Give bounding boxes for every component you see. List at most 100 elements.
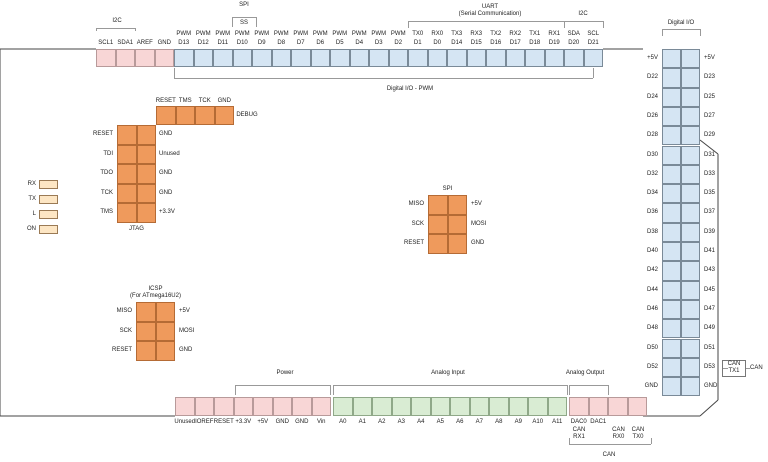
right-right-pin-d51 xyxy=(681,338,700,358)
i2c-left-bracket xyxy=(96,28,135,29)
top-pin-label-d6: D6 xyxy=(316,40,325,46)
right-right-label-15: D51 xyxy=(704,344,716,351)
led-l xyxy=(39,210,58,219)
right-left-label-9: D38 xyxy=(646,228,658,235)
i2c-right-bracket-r xyxy=(603,21,604,28)
right-right-label-5: D31 xyxy=(704,151,716,158)
analog-pin-label-a7: A7 xyxy=(475,419,483,425)
jtag-right-label-2: GND xyxy=(159,170,173,176)
bottom-can-box-1-line1: CAN xyxy=(612,427,625,433)
right-left-pin-d50 xyxy=(662,338,681,358)
analog-pin-label-a4: A4 xyxy=(417,419,425,425)
top-pin-func-10: PWM xyxy=(293,31,309,37)
pwm-caption: Digital I/O - PWM xyxy=(386,86,434,92)
icsp-subtitle: (For ATmega16U2) xyxy=(130,293,181,299)
top-pin-d1 xyxy=(408,49,428,67)
right-right-pin-d41 xyxy=(681,242,700,262)
jtag-right-pin-4 xyxy=(136,203,156,223)
i2c-left-bracket-r xyxy=(135,28,136,31)
bottom-can-bracket xyxy=(569,444,651,445)
top-pin-label-gnd: GND xyxy=(157,40,171,46)
analog-pin-a4 xyxy=(411,397,431,416)
icsp-right-label-0: +5V xyxy=(179,308,190,314)
top-pin-func-21: RX2 xyxy=(509,31,522,37)
right-right-label-14: D49 xyxy=(704,325,716,332)
right-can-box: CAN TX1 xyxy=(722,359,746,377)
analog-pin-label-a5: A5 xyxy=(436,419,444,425)
top-pin-func-12: PWM xyxy=(332,31,348,37)
jtag-right-pin-2 xyxy=(136,164,156,184)
right-right-pin-d45 xyxy=(681,280,700,300)
analog-pin-a6 xyxy=(450,397,470,416)
spi-left-pin-1 xyxy=(428,214,448,234)
top-pin-d0 xyxy=(427,49,447,67)
right-header-bracket xyxy=(662,29,700,30)
top-pin-d12 xyxy=(193,49,213,67)
right-left-pin-d46 xyxy=(662,299,681,320)
right-right-label-17: GND xyxy=(704,383,718,390)
analog-pin-label-a2: A2 xyxy=(378,419,386,425)
right-right-label-2: D25 xyxy=(704,93,716,100)
top-pin-func-22: TX1 xyxy=(529,31,541,37)
spi-ss-label: SS xyxy=(239,20,248,26)
right-left-label-10: D40 xyxy=(646,248,658,254)
jtag-left-pin-4 xyxy=(117,203,137,223)
analog-pin-label-a1: A1 xyxy=(358,419,366,425)
out-pin-label-dac0: DAC0 xyxy=(570,419,587,425)
right-header-title: Digital I/O xyxy=(667,20,695,26)
right-right-label-9: D39 xyxy=(704,228,716,235)
out-pin-3 xyxy=(627,397,647,416)
icsp-left-pin-0 xyxy=(136,302,156,322)
top-pin-func-18: TX3 xyxy=(451,31,463,37)
i2c-top-left-label: I2C xyxy=(112,18,122,24)
power-pin-4 xyxy=(253,397,273,416)
top-pin-func-15: PWM xyxy=(390,31,406,37)
right-right-label-16: D53 xyxy=(704,363,716,370)
bottom-can-box-0: CAN RX1 xyxy=(569,427,589,443)
right-left-pin-d30 xyxy=(662,145,681,165)
right-right-pin-d53 xyxy=(681,357,700,378)
right-right-pin-d33 xyxy=(681,164,700,185)
right-left-label-14: D48 xyxy=(646,325,658,332)
power-pin-label-0: Unused xyxy=(174,419,196,425)
right-right-pin-d31 xyxy=(681,145,700,165)
top-pin-d9 xyxy=(252,49,272,67)
top-pin-label-d1: D1 xyxy=(413,40,422,46)
jtag-right-label-1: Unused xyxy=(159,150,180,157)
uart-bracket-l xyxy=(408,21,409,28)
right-left-pin-+5v xyxy=(662,49,681,69)
analog-pin-label-a6: A6 xyxy=(456,419,464,425)
top-pin-label-d10: D10 xyxy=(236,40,248,46)
debug-pin-tms xyxy=(175,106,195,125)
top-pin-label-scl1: SCL1 xyxy=(98,40,114,46)
analog-pin-a8 xyxy=(489,397,509,416)
right-right-pin-d37 xyxy=(681,203,700,223)
i2c-right-bracket xyxy=(564,21,603,22)
debug-pin-label-tms: TMS xyxy=(178,98,192,104)
right-left-label-4: D28 xyxy=(646,132,658,139)
board-edge-right-notch-a xyxy=(699,399,719,417)
power-pin-6 xyxy=(292,397,312,416)
led-rx xyxy=(39,180,58,189)
analog-bracket-r xyxy=(567,385,568,395)
analog-bracket-l xyxy=(333,385,334,395)
spi-left-pin-2 xyxy=(428,234,448,254)
led-label-on: ON xyxy=(27,226,36,232)
power-pin-label-7: Vin xyxy=(316,419,326,425)
power-pin-label-3: +3.3V xyxy=(235,419,252,425)
i2c-right-bracket-l xyxy=(564,21,565,28)
top-pin-func-6: PWM xyxy=(215,31,231,37)
top-pin-func-23: RX1 xyxy=(548,31,561,37)
icsp-left-label-0: MISO xyxy=(116,308,132,314)
right-left-label-8: D36 xyxy=(646,209,658,216)
spi-right-label-0: +5V xyxy=(471,201,482,207)
right-left-label-12: D44 xyxy=(646,286,658,293)
right-right-label-10: D41 xyxy=(704,248,716,254)
power-pin-label-5: GND xyxy=(275,419,289,425)
uart-sublabel: (Serial Communication) xyxy=(458,11,522,17)
top-pin-d4 xyxy=(349,49,369,67)
right-right-pin-d39 xyxy=(681,222,700,242)
power-pin-label-1: IOREF xyxy=(195,419,214,425)
